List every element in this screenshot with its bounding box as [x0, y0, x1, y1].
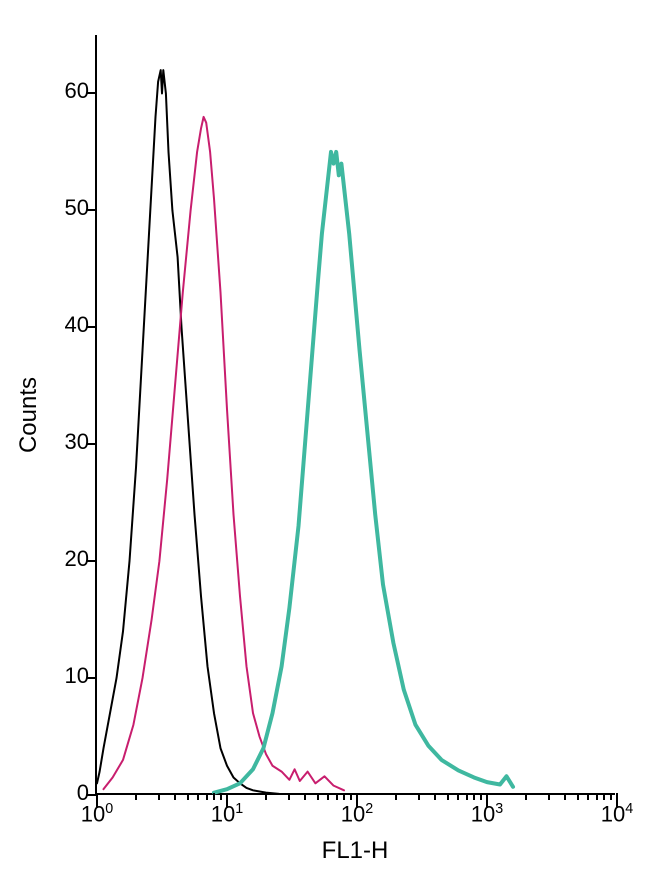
- x-tick-mark-minor: [418, 793, 420, 800]
- y-tick-mark: [87, 560, 97, 562]
- y-tick-mark: [87, 326, 97, 328]
- x-tick-mark-minor: [304, 793, 306, 800]
- x-axis-label: FL1-H: [322, 837, 389, 865]
- x-tick-mark-minor: [564, 793, 566, 800]
- x-tick-mark-minor: [213, 793, 215, 800]
- y-axis-label: Counts: [15, 377, 43, 453]
- black-curve: [97, 70, 279, 794]
- y-tick-mark: [87, 209, 97, 211]
- x-tick-mark-minor: [317, 793, 319, 800]
- x-tick-mark-minor: [596, 793, 598, 800]
- x-tick-mark-minor: [327, 793, 329, 800]
- x-tick-mark-minor: [395, 793, 397, 800]
- x-tick-label: 103: [471, 801, 503, 827]
- x-tick-mark-minor: [457, 793, 459, 800]
- y-tick-mark: [87, 443, 97, 445]
- x-tick-mark-minor: [343, 793, 345, 800]
- x-tick-mark-minor: [220, 793, 222, 800]
- x-tick-mark-minor: [473, 793, 475, 800]
- y-tick-label: 50: [65, 195, 89, 221]
- y-tick-label: 10: [65, 663, 89, 689]
- x-tick-mark-minor: [206, 793, 208, 800]
- x-tick-mark-minor: [174, 793, 176, 800]
- x-tick-label: 104: [601, 801, 633, 827]
- x-tick-mark-minor: [480, 793, 482, 800]
- x-tick-mark-minor: [466, 793, 468, 800]
- x-tick-mark-minor: [158, 793, 160, 800]
- x-tick-mark-minor: [197, 793, 199, 800]
- x-tick-mark-minor: [447, 793, 449, 800]
- x-tick-mark-minor: [135, 793, 137, 800]
- x-tick-mark-minor: [577, 793, 579, 800]
- x-tick-mark-minor: [548, 793, 550, 800]
- plot-area: 0102030405060100101102103104: [95, 35, 615, 795]
- x-tick-mark-minor: [187, 793, 189, 800]
- y-tick-mark: [87, 677, 97, 679]
- x-tick-mark-minor: [265, 793, 267, 800]
- y-tick-label: 60: [65, 78, 89, 104]
- x-tick-mark-minor: [587, 793, 589, 800]
- y-tick-mark: [87, 92, 97, 94]
- y-tick-label: 40: [65, 312, 89, 338]
- x-tick-mark-minor: [350, 793, 352, 800]
- x-tick-label: 101: [211, 801, 243, 827]
- magenta-curve: [104, 117, 345, 790]
- x-tick-label: 102: [341, 801, 373, 827]
- y-tick-label: 20: [65, 546, 89, 572]
- x-tick-mark-minor: [603, 793, 605, 800]
- y-tick-label: 30: [65, 429, 89, 455]
- teal-curve: [214, 152, 513, 793]
- x-tick-label: 100: [81, 801, 113, 827]
- x-tick-mark-minor: [336, 793, 338, 800]
- x-tick-mark-minor: [288, 793, 290, 800]
- histogram-curves: [97, 35, 617, 795]
- x-tick-mark-minor: [610, 793, 612, 800]
- x-tick-mark-minor: [434, 793, 436, 800]
- x-tick-mark-minor: [525, 793, 527, 800]
- page: 0102030405060100101102103104 Counts FL1-…: [0, 0, 650, 896]
